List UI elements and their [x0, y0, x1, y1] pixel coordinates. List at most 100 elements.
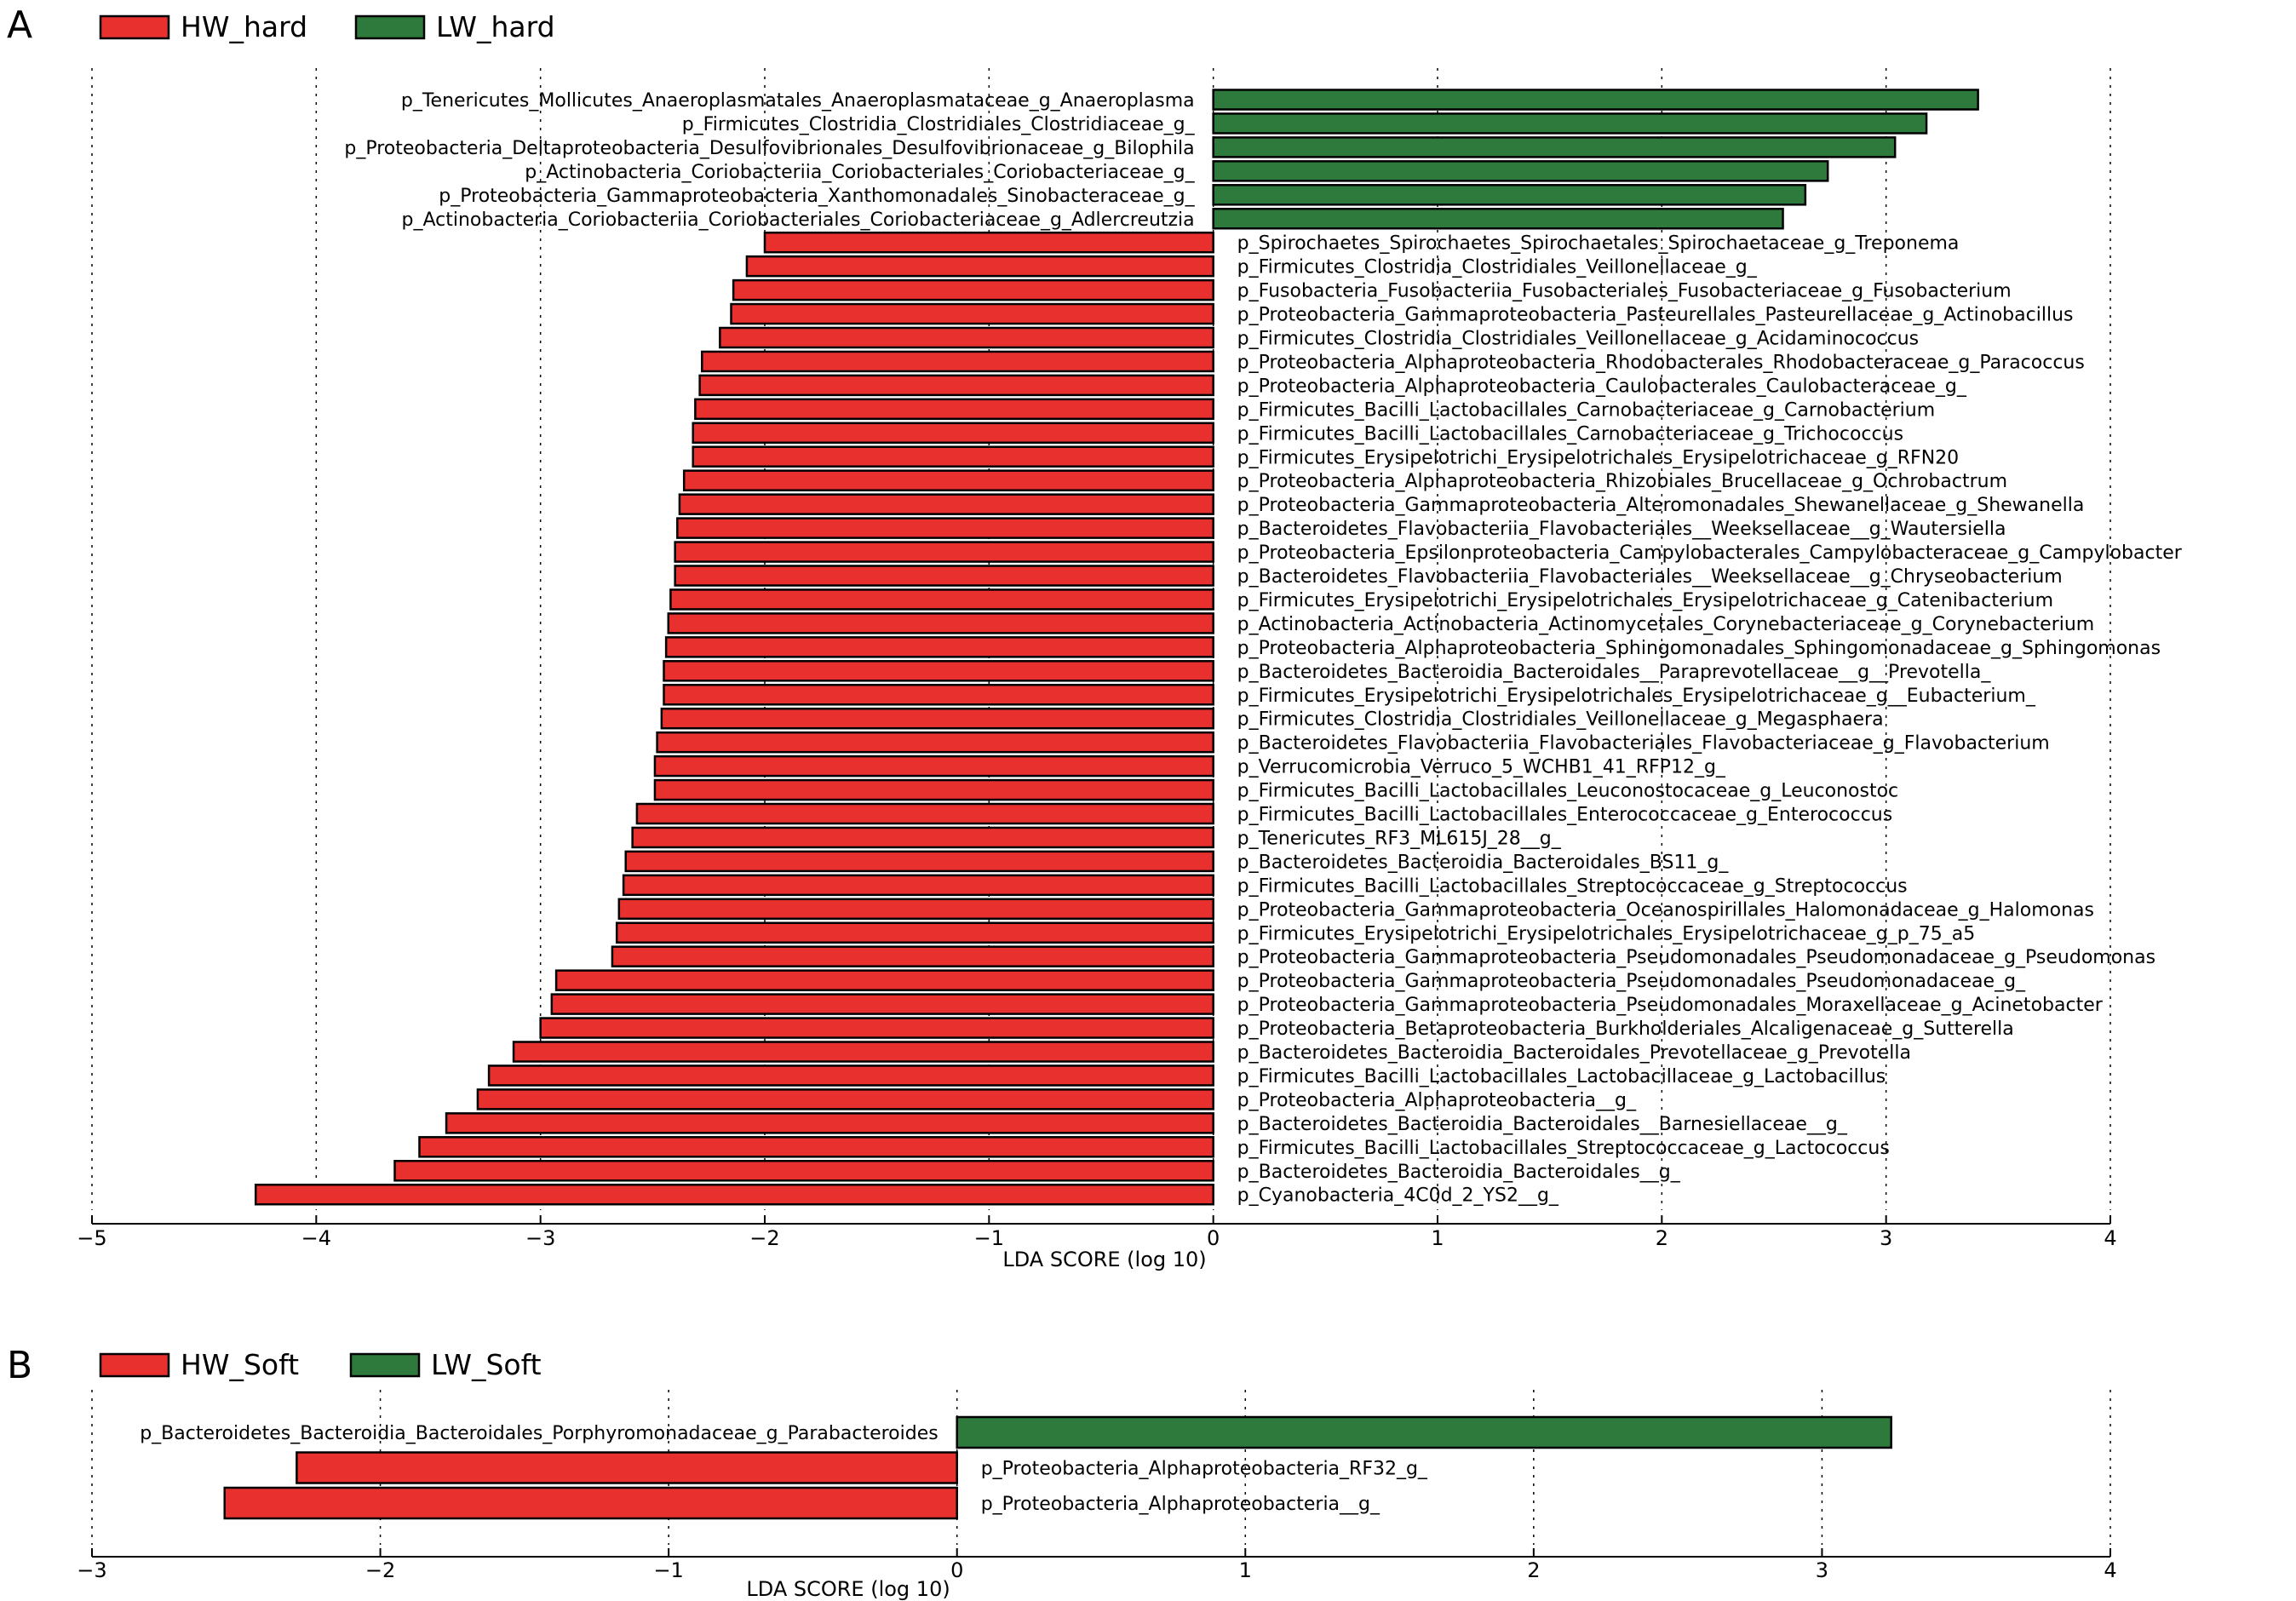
panel-b-legend-label-lw-soft: LW_Soft [431, 1348, 542, 1381]
panel-a-feature-label: p_Actinobacteria_Actinobacteria_Actinomy… [1237, 614, 2095, 635]
panel-a-x-tick-label: 2 [1656, 1226, 1668, 1250]
panel-a-feature-label: p_Bacteroidetes_Bacteroidia_Bacteroidale… [1237, 662, 1992, 683]
panel-a-bar [514, 1042, 1214, 1062]
panel-a-bar [675, 542, 1214, 562]
panel-a-bar [612, 947, 1214, 967]
panel-a-feature-label: p_Firmicutes_Bacilli_Lactobacillales_Str… [1237, 875, 1908, 897]
panel-a-feature-label: p_Firmicutes_Erysipelotrichi_Erysipelotr… [1237, 686, 2036, 707]
panel-a-bar [693, 423, 1214, 443]
panel-a-bar [637, 804, 1214, 823]
panel-b-bar [225, 1488, 957, 1518]
panel-a-bar [655, 756, 1214, 776]
panel-b-x-tick-label: 0 [950, 1558, 963, 1582]
panel-a-bar [395, 1161, 1214, 1180]
lda-chart-figure: A HW_hard LW_hardp_Tenericutes_Mollicutes_… [0, 0, 2296, 1601]
panel-a-feature-label: p_Bacteroidetes_Bacteroidia_Bacteroidale… [1237, 1042, 1911, 1064]
panel-a-bar [1214, 185, 1805, 204]
panel-a-bar [675, 566, 1214, 586]
panel-b-legend-label-hw-soft: HW_Soft [181, 1348, 299, 1381]
panel-a-feature-label: p_Firmicutes_Erysipelotrichi_Erysipelotr… [1237, 590, 2053, 611]
panel-a-feature-label: p_Tenericutes_Mollicutes_Anaeroplasmatal… [401, 90, 1195, 112]
panel-a-feature-label: p_Proteobacteria_Alphaproteobacteria_Rho… [1237, 352, 2085, 373]
panel-a-feature-label: p_Firmicutes_Clostridia_Clostridiales_Ve… [1237, 257, 1758, 278]
panel-a-feature-label: p_Verrucomicrobia_Verruco_5_WCHB1_41_RFP… [1237, 757, 1726, 778]
panel-b-x-tick-label: 4 [2104, 1558, 2116, 1582]
panel-b-x-axis-label: LDA SCORE (log 10) [746, 1577, 950, 1601]
panel-a-bar [633, 828, 1214, 847]
panel-a-feature-label: p_Firmicutes_Bacilli_Lactobacillales_Car… [1237, 399, 1935, 421]
panel-a-bar [747, 256, 1214, 276]
panel-b: B HW_Soft LW_Soft p_Bacteroidetes_Bacteroid… [7, 1344, 2117, 1601]
panel-a-feature-label: p_Firmicutes_Erysipelotrichi_Erysipelotr… [1237, 923, 1976, 944]
panel-a-bar [677, 519, 1213, 538]
panel-a-x-tick-label: 4 [2104, 1226, 2116, 1250]
panel-a-bar [1214, 209, 1783, 228]
panel-a-legend-swatch-hw-hard [100, 16, 169, 38]
panel-a-x-tick-label: 1 [1431, 1226, 1444, 1250]
panel-a-feature-label: p_Bacteroidetes_Flavobacteriia_Flavobact… [1237, 566, 2063, 588]
panel-a-legend-swatch-lw-hard [356, 16, 424, 38]
panel-a: A HW_hard LW_hard p_Tenericutes_Mollicutes_… [7, 3, 2183, 1271]
panel-b-bar [957, 1417, 1891, 1448]
panel-b-x-tick-label: −1 [653, 1558, 683, 1582]
panel-a-bar [695, 399, 1213, 419]
panel-a-bar [419, 1137, 1213, 1156]
panel-a-bar [541, 1019, 1214, 1038]
panel-a-feature-label: p_Proteobacteria_Gammaproteobacteria_Oce… [1237, 899, 2094, 921]
panel-a-bar [765, 232, 1214, 252]
panel-b-legend-swatch-lw-soft [351, 1354, 419, 1376]
panel-a-feature-label: p_Actinobacteria_Coriobacteriia_Coriobac… [525, 162, 1195, 183]
panel-a-bar [669, 613, 1214, 633]
panel-a-bar [680, 495, 1214, 514]
panel-a-feature-label: p_Cyanobacteria_4C0d_2_YS2__g_ [1237, 1185, 1559, 1207]
panel-b-legend-swatch-hw-soft [100, 1354, 169, 1376]
panel-a-bar [670, 589, 1213, 609]
panel-a-x-tick-label: 0 [1207, 1226, 1220, 1250]
panel-a-bar [655, 780, 1214, 800]
panel-a-bar [478, 1089, 1214, 1109]
panel-a-legend-label-hw-hard: HW_hard [181, 10, 307, 43]
panel-a-feature-label: p_Firmicutes_Clostridia_Clostridiales_Ve… [1237, 329, 1919, 350]
panel-b-feature-label: p_Bacteroidetes_Bacteroidia_Bacteroidale… [140, 1423, 938, 1444]
panel-a-bar [255, 1185, 1213, 1204]
panel-a-bar [666, 637, 1214, 657]
panel-a-feature-label: p_Proteobacteria_Betaproteobacteria_Burk… [1237, 1019, 2014, 1040]
panel-a-bar [720, 328, 1213, 347]
panel-a-bar [693, 447, 1214, 467]
panel-a-x-tick-label: 3 [1880, 1226, 1892, 1250]
panel-a-bar [1214, 113, 1926, 133]
panel-a-feature-label: p_Firmicutes_Clostridia_Clostridiales_Cl… [682, 114, 1196, 135]
panel-a-bar [1214, 137, 1896, 157]
panel-a-bar [617, 923, 1213, 943]
panel-a-x-tick-label: −2 [749, 1226, 779, 1250]
panel-a-feature-label: p_Firmicutes_Clostridia_Clostridiales_Ve… [1237, 709, 1884, 731]
panel-a-feature-label: p_Proteobacteria_Alphaproteobacteria__g_ [1237, 1090, 1637, 1111]
panel-a-feature-label: p_Bacteroidetes_Flavobacteriia_Flavobact… [1237, 519, 2006, 540]
panel-a-bar [732, 304, 1214, 324]
panel-a-feature-label: p_Firmicutes_Bacilli_Lactobacillales_Leu… [1237, 781, 1898, 802]
panel-a-bar [446, 1113, 1214, 1133]
panel-a-feature-label: p_Tenericutes_RF3_ML615J_28__g_ [1237, 828, 1562, 849]
panel-a-feature-label: p_Proteobacteria_Gammaproteobacteria_Pas… [1237, 305, 2074, 326]
panel-a-feature-label: p_Firmicutes_Bacilli_Lactobacillales_Str… [1237, 1138, 1890, 1159]
panel-b-feature-label: p_Proteobacteria_Alphaproteobacteria_RF3… [981, 1459, 1428, 1480]
panel-a-bar [1214, 161, 1828, 181]
panel-a-bar [700, 376, 1214, 395]
panel-b-x-tick-label: 2 [1527, 1558, 1540, 1582]
panel-a-feature-label: p_Proteobacteria_Gammaproteobacteria_Pse… [1237, 971, 2026, 992]
panel-a-feature-label: p_Bacteroidetes_Bacteroidia_Bacteroidale… [1237, 852, 1730, 873]
panel-a-legend-label-lw-hard: LW_hard [436, 10, 555, 43]
panel-a-bar [733, 280, 1214, 300]
panel-a-x-tick-label: −4 [301, 1226, 331, 1250]
panel-a-bar [1214, 90, 1978, 110]
panel-a-bar [489, 1065, 1214, 1085]
panel-a-feature-label: p_Proteobacteria_Alphaproteobacteria_Cau… [1237, 376, 1967, 397]
panel-a-feature-label: p_Proteobacteria_Gammaproteobacteria_Alt… [1237, 495, 2085, 516]
panel-a-bar [623, 875, 1214, 895]
panel-a-x-tick-label: −1 [974, 1226, 1004, 1250]
panel-b-x-tick-label: 1 [1239, 1558, 1252, 1582]
panel-a-bar [626, 852, 1214, 871]
panel-a-feature-label: p_Firmicutes_Erysipelotrichi_Erysipelotr… [1237, 447, 1959, 468]
panel-a-bar [552, 995, 1214, 1014]
panel-a-bar [664, 685, 1214, 704]
